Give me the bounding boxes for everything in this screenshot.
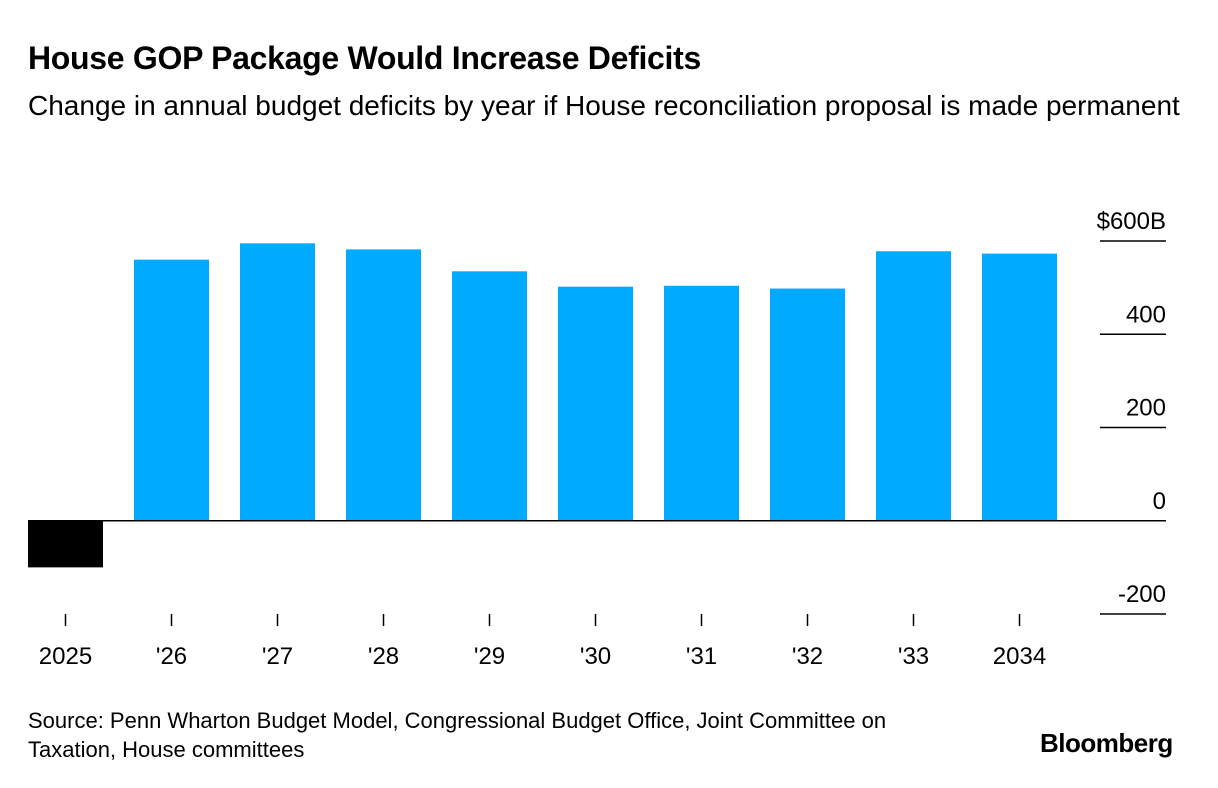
x-tick-label-1: '26 — [156, 643, 187, 670]
chart-title: House GOP Package Would Increase Deficit… — [28, 40, 701, 76]
bar-0 — [28, 520, 103, 568]
bars-group — [28, 243, 1057, 568]
bar-4 — [452, 271, 527, 521]
x-tick-label-4: '29 — [474, 643, 505, 670]
bar-5 — [558, 286, 633, 521]
bar-chart: $600B 400 200 0 -200 2025 '26 '27 '28 '29 '30 '31 '… — [28, 208, 1166, 670]
x-tick-label-6: '31 — [686, 643, 717, 670]
x-tick-label-3: '28 — [368, 643, 399, 670]
y-tick-label-0: $600B — [1097, 208, 1166, 235]
bar-6 — [664, 285, 739, 521]
x-tick-label-2: '27 — [262, 643, 293, 670]
y-axis: $600B 400 200 0 -200 — [1097, 208, 1166, 615]
y-tick-label-4: -200 — [1118, 581, 1166, 608]
x-tick-label-8: '33 — [898, 643, 929, 670]
bloomberg-logo: Bloomberg — [1040, 728, 1173, 758]
bar-9 — [982, 253, 1057, 521]
bar-8 — [876, 251, 951, 521]
x-tick-label-0: 2025 — [39, 643, 92, 670]
y-tick-label-1: 400 — [1126, 301, 1166, 328]
y-tick-label-2: 200 — [1126, 395, 1166, 422]
x-axis: 2025 '26 '27 '28 '29 '30 '31 '32 '33 2034 — [39, 614, 1046, 670]
x-tick-label-7: '32 — [792, 643, 823, 670]
bar-3 — [346, 249, 421, 521]
bar-7 — [770, 288, 845, 521]
y-tick-label-3: 0 — [1153, 488, 1166, 515]
x-tick-label-5: '30 — [580, 643, 611, 670]
bar-1 — [134, 259, 209, 521]
bar-2 — [240, 243, 315, 521]
x-tick-label-9: 2034 — [993, 643, 1046, 670]
source-note: Source: Penn Wharton Budget Model, Congr… — [28, 708, 887, 762]
chart-subtitle: Change in annual budget deficits by year… — [28, 90, 1180, 121]
